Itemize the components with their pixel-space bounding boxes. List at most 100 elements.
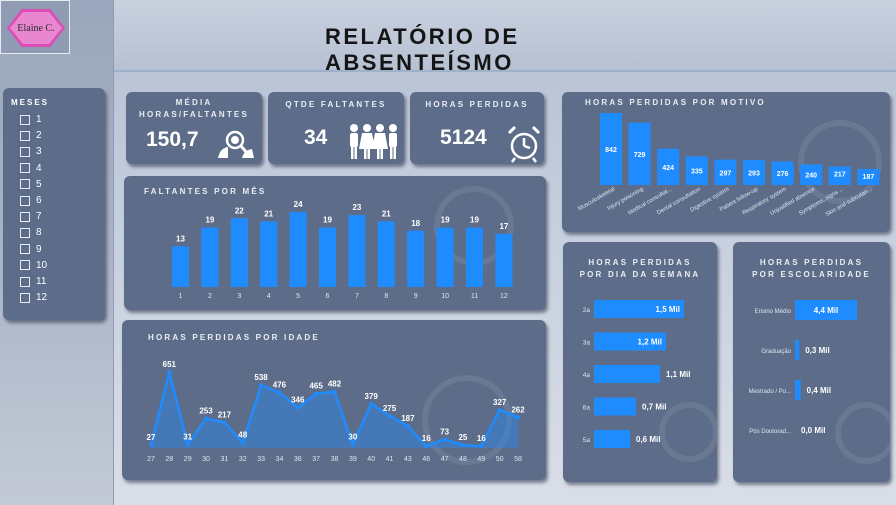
month-checkbox[interactable] — [20, 163, 30, 174]
month-option-8[interactable]: 8 — [20, 227, 42, 238]
point-age-31[interactable] — [222, 420, 227, 425]
bar-motivo[interactable] — [657, 148, 680, 185]
month-checkbox[interactable] — [20, 211, 30, 222]
point-age-30[interactable] — [204, 416, 209, 421]
month-checkbox[interactable] — [20, 292, 30, 303]
bar-value-label: 21 — [264, 209, 273, 218]
bar-value-label: 187 — [863, 174, 875, 181]
bar-motivo[interactable] — [600, 113, 622, 185]
bar-escolaridade[interactable] — [795, 380, 801, 400]
point-age-32[interactable] — [240, 440, 245, 445]
bar-month-10[interactable] — [436, 227, 454, 287]
bar-month-8[interactable] — [377, 221, 395, 287]
bar-motivo[interactable] — [743, 159, 765, 185]
point-age-50[interactable] — [497, 407, 502, 412]
bar-dia[interactable] — [594, 397, 636, 416]
bar-month-11[interactable] — [466, 227, 483, 287]
bar-value-label: 13 — [176, 234, 185, 243]
bar-motivo[interactable] — [714, 159, 737, 185]
bar-month-1[interactable] — [172, 246, 189, 287]
point-age-47[interactable] — [442, 437, 447, 442]
month-option-5[interactable]: 5 — [20, 179, 42, 190]
month-option-2[interactable]: 2 — [20, 130, 42, 141]
point-age-27[interactable] — [149, 442, 153, 447]
bar-escolaridade[interactable] — [795, 340, 800, 360]
month-option-7[interactable]: 7 — [20, 211, 42, 222]
bar-motivo[interactable] — [685, 156, 708, 185]
watermark-icon — [798, 120, 882, 204]
bar-month-7[interactable] — [348, 215, 366, 287]
alarm-clock-icon — [507, 125, 541, 163]
month-option-11[interactable]: 11 — [20, 276, 46, 287]
point-age-58[interactable] — [516, 415, 520, 420]
kpi-card-horas: HORAS PERDIDAS 5124 — [410, 92, 544, 164]
month-checkbox[interactable] — [20, 146, 30, 157]
month-checkbox[interactable] — [20, 179, 30, 190]
chart-dia-title-line2: POR DIA DA SEMANA — [579, 270, 701, 279]
bar-value-label: 24 — [294, 200, 303, 209]
bar-dia[interactable] — [594, 332, 666, 351]
chart-horas-por-idade: HORAS PERDIDAS POR IDADE 27 27 651 28 31 29 25… — [122, 320, 546, 480]
month-option-12[interactable]: 12 — [20, 292, 47, 303]
point-age-46[interactable] — [424, 444, 429, 449]
bar-month-12[interactable] — [495, 233, 513, 287]
bar-value-label: 1,2 Mil — [638, 338, 662, 347]
point-age-36[interactable] — [295, 405, 300, 410]
x-tick-label: 38 — [331, 456, 339, 463]
point-age-48[interactable] — [460, 443, 465, 448]
bar-month-6[interactable] — [319, 227, 336, 287]
month-option-6[interactable]: 6 — [20, 195, 42, 206]
month-checkbox[interactable] — [20, 227, 30, 238]
bar-motivo[interactable] — [828, 166, 851, 185]
bar-dia[interactable] — [594, 430, 630, 448]
point-value-label: 16 — [477, 434, 486, 443]
month-option-3[interactable]: 3 — [20, 146, 42, 157]
bar-value-label: 19 — [470, 216, 479, 225]
month-option-10[interactable]: 10 — [20, 260, 47, 271]
point-age-38[interactable] — [332, 389, 337, 394]
bar-motivo[interactable] — [857, 169, 880, 185]
month-checkbox[interactable] — [20, 260, 30, 271]
bar-value-label: 23 — [352, 203, 361, 212]
month-option-9[interactable]: 9 — [20, 244, 42, 255]
bar-month-4[interactable] — [260, 221, 278, 287]
x-tick-label: 4 — [267, 293, 271, 300]
point-age-41[interactable] — [387, 413, 392, 418]
point-age-37[interactable] — [314, 391, 319, 396]
bar-month-5[interactable] — [289, 212, 307, 287]
point-age-49[interactable] — [479, 444, 484, 449]
month-checkbox[interactable] — [20, 276, 30, 287]
bar-dia[interactable] — [594, 365, 660, 383]
point-age-28[interactable] — [167, 370, 172, 374]
month-option-4[interactable]: 4 — [20, 163, 42, 174]
bar-escolaridade[interactable] — [795, 300, 857, 320]
x-tick-label: 6 — [326, 293, 330, 300]
bar-month-2[interactable] — [201, 227, 219, 287]
area-fill[interactable] — [151, 372, 518, 448]
watermark-icon — [659, 402, 717, 462]
month-checkbox[interactable] — [20, 244, 30, 255]
point-value-label: 27 — [147, 433, 156, 442]
bar-dia[interactable] — [594, 300, 684, 318]
bar-month-9[interactable] — [407, 230, 425, 287]
bar-motivo[interactable] — [628, 122, 651, 185]
bar-motivo[interactable] — [771, 161, 794, 185]
point-age-39[interactable] — [350, 442, 355, 447]
logo-hexagon: Elaine C. — [7, 9, 65, 47]
month-checkbox[interactable] — [20, 130, 30, 141]
point-age-33[interactable] — [259, 383, 264, 388]
point-age-29[interactable] — [185, 442, 190, 447]
point-age-43[interactable] — [405, 424, 410, 429]
month-option-1[interactable]: 1 — [20, 114, 42, 125]
bar-motivo[interactable] — [800, 164, 823, 185]
escolaridade-bar-chart: Ensino Médio 4,4 Mil Graduação 0,3 Mil Mestr… — [749, 300, 857, 435]
bar-value-label: 335 — [691, 169, 703, 176]
point-age-34[interactable] — [277, 390, 282, 395]
x-tick-label: 31 — [221, 456, 229, 463]
month-checkbox[interactable] — [20, 195, 30, 206]
month-checkbox[interactable] — [20, 114, 30, 125]
point-age-40[interactable] — [369, 401, 374, 406]
chart-motivo-title: HORAS PERDIDAS POR MOTIVO — [585, 98, 766, 107]
point-value-label: 16 — [422, 434, 431, 443]
bar-month-3[interactable] — [230, 218, 248, 287]
